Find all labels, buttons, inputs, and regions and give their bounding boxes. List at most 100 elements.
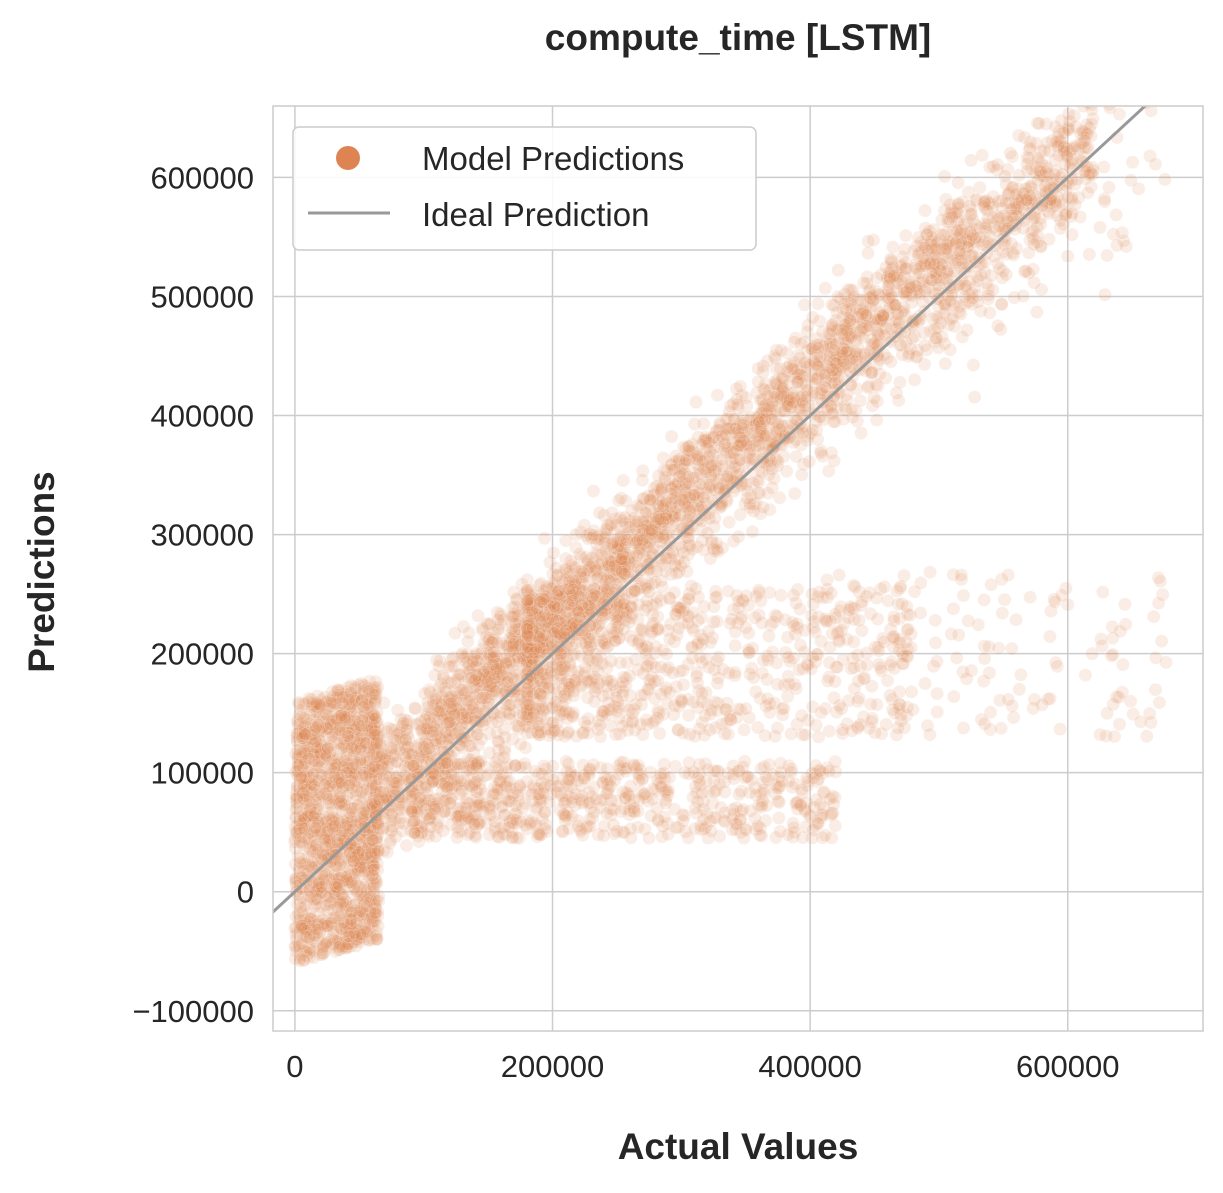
scatter-point xyxy=(696,455,709,468)
scatter-point xyxy=(812,297,825,310)
scatter-point xyxy=(550,562,563,575)
scatter-point xyxy=(919,204,932,217)
scatter-point xyxy=(306,786,319,799)
scatter-point xyxy=(752,362,765,375)
scatter-point xyxy=(310,721,323,734)
scatter-point xyxy=(386,808,399,821)
scatter-point xyxy=(427,726,440,739)
scatter-point xyxy=(292,758,305,771)
scatter-point xyxy=(734,380,747,393)
scatter-point xyxy=(400,839,413,852)
scatter-point xyxy=(1021,158,1034,171)
scatter-point xyxy=(615,565,628,578)
scatter-point xyxy=(670,567,683,580)
scatter-point xyxy=(810,338,823,351)
scatter-point xyxy=(840,345,853,358)
scatter-point xyxy=(857,322,870,335)
scatter-point xyxy=(819,282,832,295)
scatter-point xyxy=(871,613,884,626)
scatter-point xyxy=(866,289,879,302)
scatter-point xyxy=(442,660,455,673)
scatter-point xyxy=(609,634,622,647)
scatter-point xyxy=(614,529,627,542)
scatter-point xyxy=(309,821,322,834)
scatter-point xyxy=(711,389,724,402)
scatter-point xyxy=(342,930,355,943)
scatter-point xyxy=(341,729,354,742)
scatter-point xyxy=(884,355,897,368)
scatter-point xyxy=(738,723,751,736)
scatter-point xyxy=(1077,82,1090,95)
scatter-point xyxy=(931,322,944,335)
scatter-point xyxy=(636,474,649,487)
scatter-point xyxy=(775,344,788,357)
scatter-point xyxy=(817,413,830,426)
scatter-point xyxy=(795,468,808,481)
scatter-point xyxy=(806,311,819,324)
scatter-point xyxy=(1049,120,1062,133)
scatter-point xyxy=(673,499,686,512)
scatter-point xyxy=(310,897,323,910)
scatter-point xyxy=(463,626,476,639)
scatter-point xyxy=(868,391,881,404)
scatter-point xyxy=(952,176,965,189)
scatter-point xyxy=(886,241,899,254)
scatter-point xyxy=(1081,186,1094,199)
scatter-point xyxy=(893,376,906,389)
scatter-point xyxy=(979,217,992,230)
scatter-point xyxy=(1074,83,1087,96)
scatter-point xyxy=(486,658,499,671)
scatter-point xyxy=(666,463,679,476)
scatter-point xyxy=(294,856,307,869)
scatter-point xyxy=(643,494,656,507)
scatter-point xyxy=(1043,233,1056,246)
scatter-point xyxy=(759,413,772,426)
scatter-point xyxy=(329,819,342,832)
scatter-point xyxy=(579,661,592,674)
scatter-point xyxy=(798,298,811,311)
scatter-point xyxy=(806,370,819,383)
scatter-point xyxy=(409,702,422,715)
scatter-point xyxy=(862,247,875,260)
scatter-point xyxy=(538,532,551,545)
scatter-point xyxy=(730,444,743,457)
scatter-point xyxy=(803,455,816,468)
scatter-point xyxy=(929,242,942,255)
scatter-point xyxy=(793,663,806,676)
scatter-point xyxy=(335,709,348,722)
scatter-point xyxy=(1083,169,1096,182)
scatter-point xyxy=(466,655,479,668)
scatter-point xyxy=(369,711,382,724)
scatter-point xyxy=(762,487,775,500)
scatter-point xyxy=(381,846,394,859)
scatter-point xyxy=(606,506,619,519)
scatter-point xyxy=(727,535,740,548)
scatter-point xyxy=(981,204,994,217)
scatter-point xyxy=(615,553,628,566)
scatter-point xyxy=(741,492,754,505)
scatter-point xyxy=(752,375,765,388)
scatter-point xyxy=(366,869,379,882)
scatter-point xyxy=(956,330,969,343)
scatter-point xyxy=(729,639,742,652)
scatter-point xyxy=(423,742,436,755)
scatter-point xyxy=(723,516,736,529)
scatter-point xyxy=(845,403,858,416)
scatter-point xyxy=(908,373,921,386)
scatter-point xyxy=(654,513,667,526)
scatter-point xyxy=(377,696,390,709)
scatter-point xyxy=(913,267,926,280)
scatter-point xyxy=(469,673,482,686)
scatter-point xyxy=(310,698,323,711)
scatter-point xyxy=(1075,73,1088,86)
scatter-point xyxy=(1069,84,1082,97)
scatter-point xyxy=(818,368,831,381)
scatter-point xyxy=(752,439,765,452)
scatter-point xyxy=(665,430,678,443)
scatter-point xyxy=(1062,84,1075,97)
scatter-point xyxy=(690,396,703,409)
scatter-point xyxy=(727,397,740,410)
scatter-point xyxy=(1004,147,1017,160)
scatter-point xyxy=(746,525,759,538)
